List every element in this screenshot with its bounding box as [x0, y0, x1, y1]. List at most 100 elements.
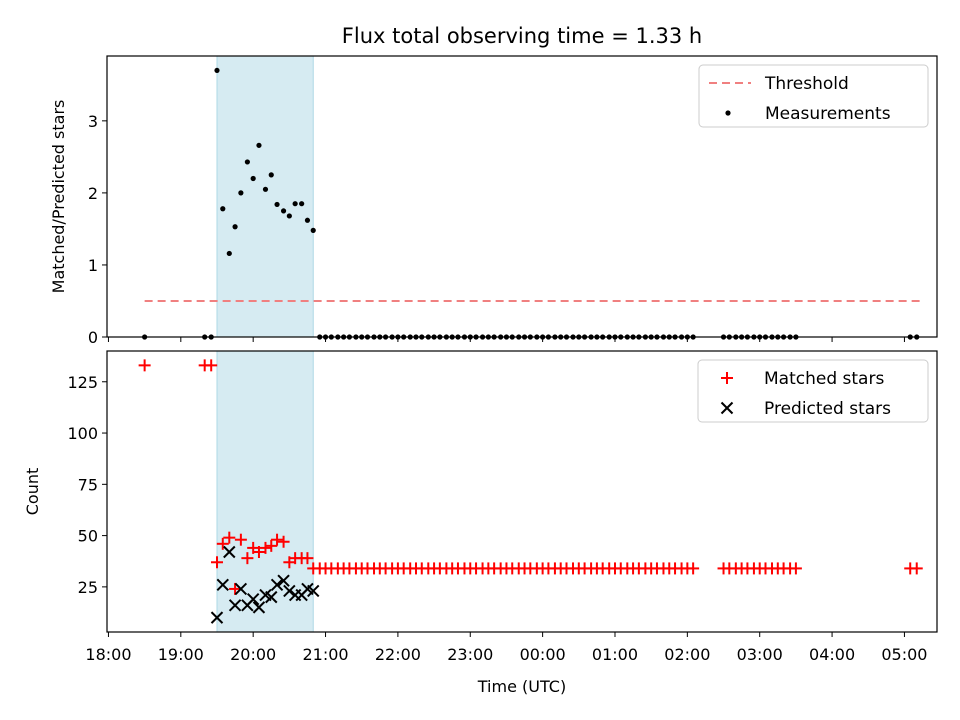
data-point-plus-0 [138, 359, 151, 372]
legend-label: Predicted stars [764, 399, 891, 419]
axes-frame [106, 350, 938, 633]
data-point-dot-17 [299, 201, 305, 207]
legend-box [698, 64, 929, 128]
x-tick-label: 19:00 [158, 645, 204, 664]
data-point-dot-6 [232, 224, 238, 230]
x-tick-label: 01:00 [592, 645, 638, 664]
data-point-plus-4 [216, 537, 229, 550]
data-point-plus-2 [205, 359, 218, 372]
legend-swatch-x [720, 401, 734, 415]
axes-frame [106, 55, 938, 338]
data-point-plus-97 [910, 562, 923, 575]
data-point-dot-19 [310, 227, 316, 233]
legend-swatch-plus [721, 372, 733, 384]
data-point-dot-7 [238, 190, 244, 196]
data-point-dot-5 [226, 250, 232, 257]
data-point-dot-3 [214, 67, 220, 74]
data-point-dot-4 [220, 206, 226, 212]
data-point-x-1-b [216, 578, 229, 592]
data-point-x-10-b [270, 578, 284, 592]
data-point-x-0-b [210, 611, 224, 624]
data-point-dot-18 [304, 217, 311, 223]
x-tick-label: 18:00 [85, 645, 131, 664]
data-point-x-11 [277, 574, 290, 587]
y-tick-label: 75 [78, 475, 98, 494]
data-point-dot-16 [292, 201, 298, 207]
data-point-dot-12 [268, 172, 274, 178]
data-point-x-2-b [223, 545, 236, 559]
y-tick-label: 0 [88, 328, 98, 347]
data-point-x-7 [252, 601, 266, 614]
data-point-x-6-b [246, 592, 260, 606]
y-tick-label: 3 [88, 112, 98, 131]
y-tick-label: 2 [88, 184, 98, 203]
y-axis-label: Matched/Predicted stars [49, 100, 68, 294]
data-point-x-6 [246, 592, 260, 606]
data-point-x-9 [265, 590, 278, 604]
y-tick-label: 1 [88, 256, 98, 275]
data-point-x-12-b [283, 584, 296, 598]
data-point-x-4 [234, 582, 248, 596]
data-point-plus-18 [301, 552, 314, 565]
data-point-plus-13 [271, 533, 284, 546]
data-point-x-0 [210, 611, 224, 624]
data-point-plus-6 [229, 582, 242, 595]
x-tick-label: 02:00 [664, 645, 710, 664]
data-point-dot-15 [286, 213, 292, 219]
data-point-plus-10 [252, 546, 265, 559]
data-point-plus-8 [241, 552, 254, 565]
chart-title: Flux total observing time = 1.33 h [342, 24, 702, 48]
data-point-x-8-b [259, 588, 272, 602]
y-tick-label: 100 [67, 424, 98, 443]
ratio-panel: 0 1 2 3 Matched/Predicted stars Threshold Meas… [49, 55, 938, 347]
data-point-x-4-b [234, 582, 248, 596]
observing-span [216, 350, 314, 633]
data-point-x-16-b [307, 584, 320, 598]
data-point-dot-11 [262, 186, 269, 192]
data-point-plus-7 [234, 533, 247, 546]
x-tick-label: 22:00 [375, 645, 421, 664]
legend-swatch-x-b [720, 401, 734, 415]
x-tick-label: 05:00 [881, 645, 927, 664]
legend-label: Threshold [764, 74, 849, 94]
data-point-x-10 [270, 578, 284, 592]
data-point-plus-5 [223, 531, 236, 544]
data-point-dot-8 [244, 159, 250, 165]
data-point-plus-95 [789, 562, 802, 575]
y-axis-label: Count [23, 468, 42, 516]
data-point-x-16 [307, 584, 320, 598]
x-tick-label: 04:00 [809, 645, 855, 664]
legend-label: Measurements [765, 104, 891, 124]
data-point-plus-14 [277, 535, 290, 548]
x-tick-label: 23:00 [447, 645, 493, 664]
x-tick-label: 00:00 [520, 645, 566, 664]
x-axis-label: Time (UTC) [477, 677, 566, 696]
data-point-plus-82 [687, 562, 700, 575]
data-point-x-11-b [277, 574, 290, 587]
data-point-x-1 [216, 578, 229, 592]
y-tick-label: 50 [78, 527, 98, 546]
data-point-x-15-b [301, 582, 314, 596]
data-point-x-3-b [228, 599, 242, 612]
legend-box [697, 359, 929, 423]
legend: Matched stars Predicted stars [697, 359, 929, 423]
x-tick-label: 21:00 [302, 645, 348, 664]
data-point-x-12 [283, 584, 296, 598]
data-point-x-2 [223, 545, 236, 559]
data-point-plus-12 [265, 539, 278, 552]
observing-span [216, 55, 314, 338]
data-point-x-3 [228, 599, 242, 612]
count-panel: 25 50 75 100 125 18:00 19:00 20:00 21:00 22:00 23:… [23, 350, 938, 664]
legend-swatch-dot [725, 110, 731, 116]
data-point-plus-3 [210, 556, 223, 569]
legend-label: Matched stars [764, 369, 884, 389]
data-point-dot-14 [280, 208, 287, 214]
data-point-dot-10 [256, 142, 262, 148]
y-tick-label: 125 [67, 373, 98, 392]
legend: Threshold Measurements [698, 64, 929, 128]
data-point-dot-9 [250, 175, 256, 182]
data-point-x-9-b [265, 590, 278, 604]
data-point-x-7-b [252, 601, 266, 614]
data-point-dot-13 [274, 201, 280, 208]
